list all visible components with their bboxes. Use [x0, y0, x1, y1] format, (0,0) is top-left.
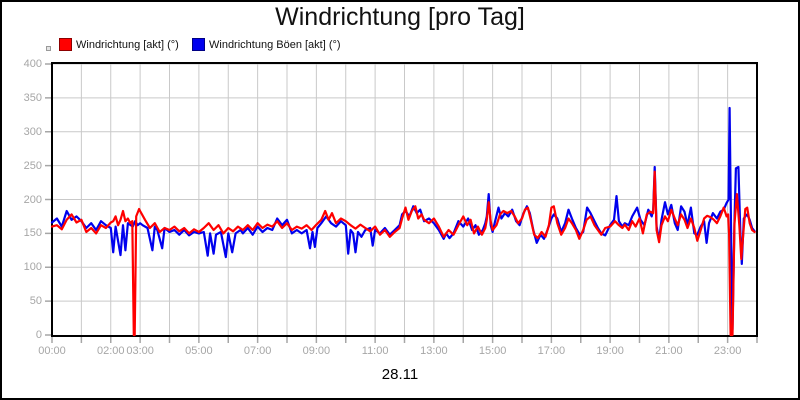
series-line-windrichtung-boeen: [50, 106, 756, 331]
series-line-windrichtung-akt: [50, 170, 756, 337]
legend-item-windrichtung-boeen[interactable]: Windrichtung Böen [akt] (°): [192, 38, 341, 51]
legend-swatch-red-icon: [59, 38, 72, 51]
legend-item-windrichtung-akt[interactable]: Windrichtung [akt] (°): [59, 38, 179, 51]
legend-swatch-blue-icon: [192, 38, 205, 51]
legend-handle-icon: [46, 46, 51, 51]
legend-label: Windrichtung [akt] (°): [76, 38, 179, 51]
date-label: 28.11: [381, 366, 419, 383]
plot-border: [51, 62, 758, 337]
chart-title: Windrichtung [pro Tag]: [275, 3, 525, 31]
legend-label: Windrichtung Böen [akt] (°): [209, 38, 341, 51]
